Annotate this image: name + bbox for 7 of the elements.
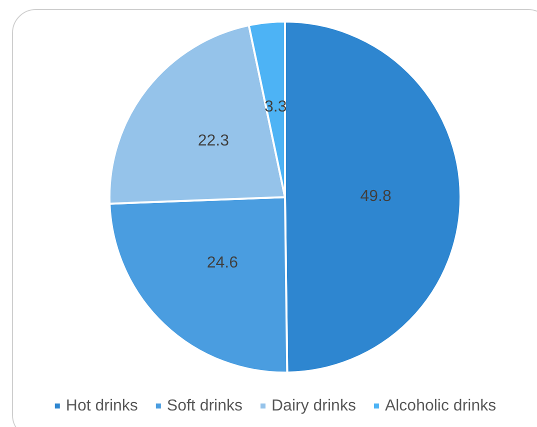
legend-label: Soft drinks [166,398,243,414]
legend-label: Alcoholic drinks [384,398,496,414]
legend-label: Hot drinks [66,398,138,414]
data-label: 22.3 [198,132,230,150]
legend-label: Dairy drinks [271,398,356,414]
data-label: 24.6 [206,254,238,272]
data-label: 49.8 [360,188,392,206]
